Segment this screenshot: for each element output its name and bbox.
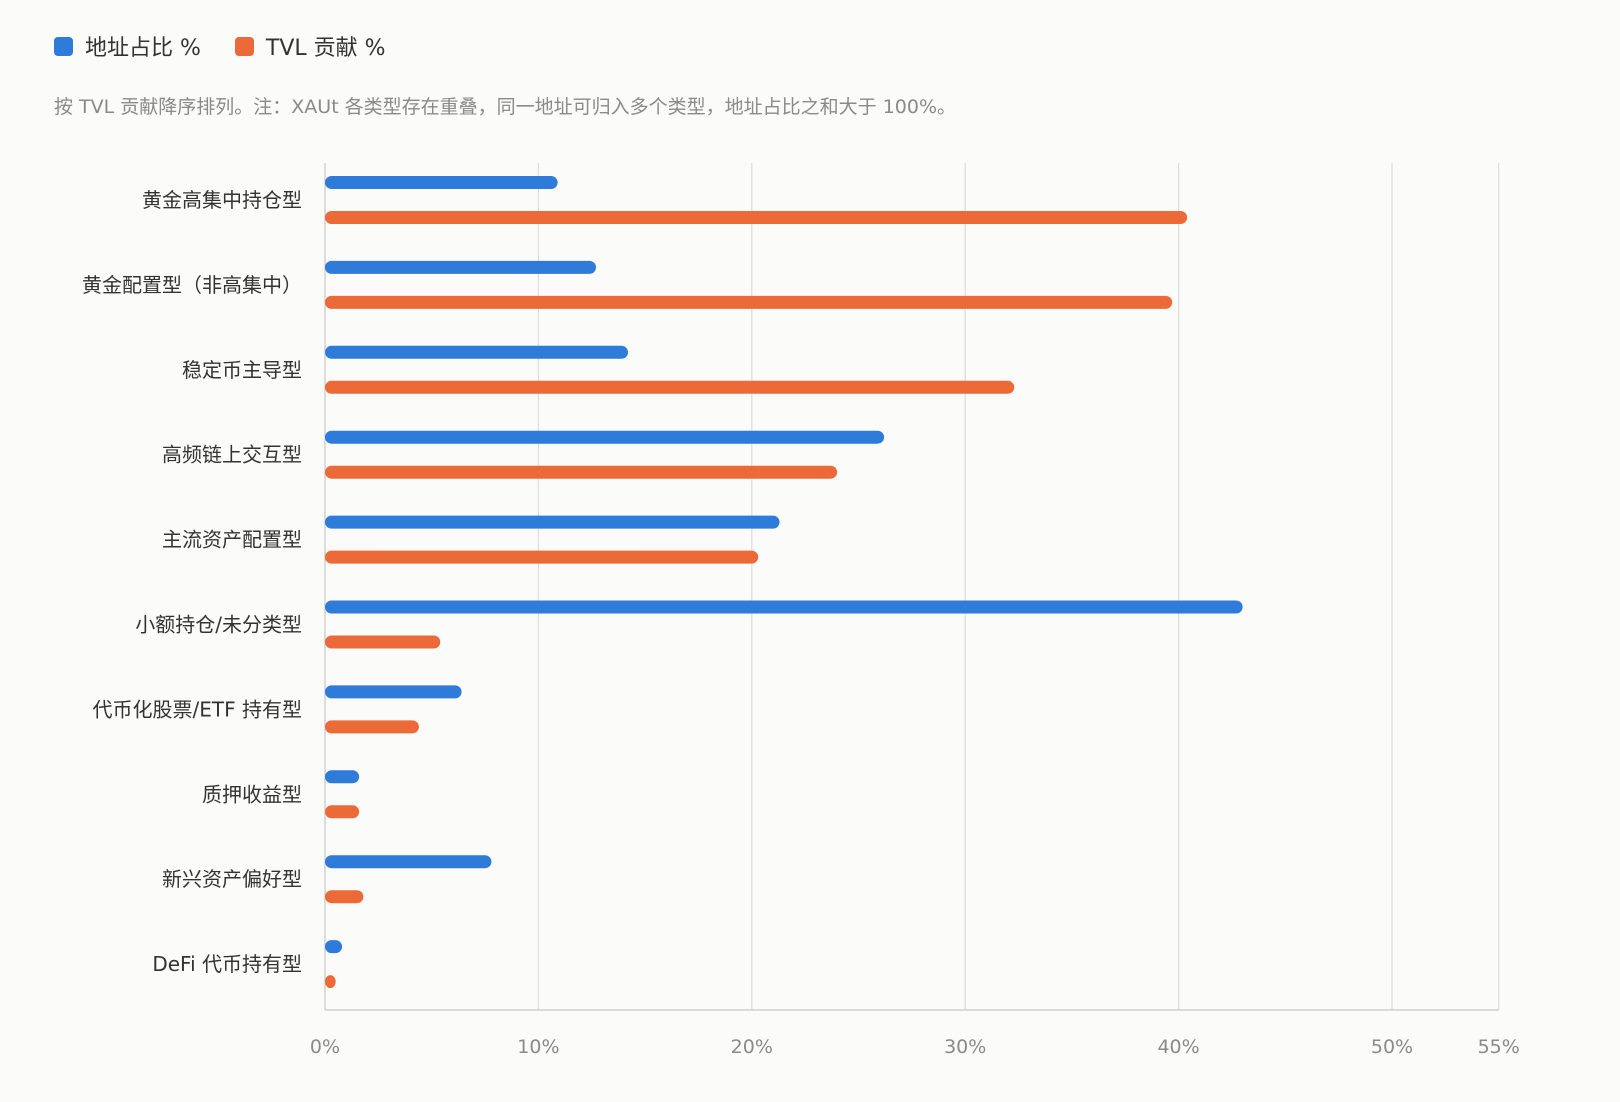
legend-swatch-address — [54, 36, 73, 56]
category-label: 黄金高集中持仓型 — [142, 188, 302, 212]
x-tick-label: 55% — [1478, 1036, 1520, 1058]
x-tick-label: 0% — [310, 1036, 340, 1058]
bar-tvl-share[interactable] — [325, 550, 759, 564]
category-label: 质押收益型 — [202, 782, 302, 806]
legend-item-tvl[interactable]: TVL 贡献 % — [234, 30, 386, 62]
category-label: 高频链上交互型 — [162, 443, 302, 467]
x-tick-label: 40% — [1157, 1036, 1199, 1058]
legend-label-address: 地址占比 % — [85, 36, 201, 61]
x-tick-label: 20% — [731, 1036, 773, 1058]
bar-tvl-share[interactable] — [325, 805, 360, 819]
category-label: DeFi 代币持有型 — [152, 952, 302, 976]
bar-tvl-share[interactable] — [325, 720, 419, 734]
category-label: 新兴资产偏好型 — [162, 867, 302, 891]
bar-address-share[interactable] — [325, 855, 492, 869]
bar-address-share[interactable] — [325, 685, 462, 699]
bar-tvl-share[interactable] — [325, 465, 838, 479]
x-tick-label: 10% — [517, 1036, 559, 1058]
bar-address-share[interactable] — [325, 176, 558, 189]
bar-address-share[interactable] — [325, 260, 597, 274]
bar-address-share[interactable] — [325, 345, 629, 359]
chart-note: 按 TVL 贡献降序排列。注：XAUt 各类型存在重叠，同一地址可归入多个类型，… — [54, 96, 957, 118]
category-label: 稳定币主导型 — [182, 358, 302, 382]
bar-tvl-share[interactable] — [325, 295, 1173, 309]
x-tick-label: 50% — [1371, 1036, 1413, 1058]
bar-address-share[interactable] — [325, 430, 885, 444]
legend: 地址占比 % TVL 贡献 % — [54, 30, 386, 62]
category-label: 代币化股票/ETF 持有型 — [93, 697, 302, 721]
bar-tvl-share[interactable] — [325, 975, 336, 989]
category-label: 黄金配置型（非高集中） — [82, 273, 302, 297]
bar-tvl-share[interactable] — [325, 635, 441, 649]
bar-tvl-share[interactable] — [325, 890, 364, 904]
bar-address-share[interactable] — [325, 940, 343, 954]
bar-tvl-share[interactable] — [325, 211, 1188, 224]
bar-address-share[interactable] — [325, 600, 1243, 614]
bar-address-share[interactable] — [325, 515, 780, 529]
category-label: 小额持仓/未分类型 — [135, 613, 302, 637]
legend-item-address[interactable]: 地址占比 % — [54, 30, 201, 62]
x-tick-label: 30% — [944, 1036, 986, 1058]
legend-swatch-tvl — [234, 36, 254, 56]
bar-tvl-share[interactable] — [325, 380, 1015, 394]
legend-label-tvl: TVL 贡献 % — [265, 36, 386, 61]
category-label: 主流资产配置型 — [162, 528, 302, 552]
bar-address-share[interactable] — [325, 770, 360, 784]
